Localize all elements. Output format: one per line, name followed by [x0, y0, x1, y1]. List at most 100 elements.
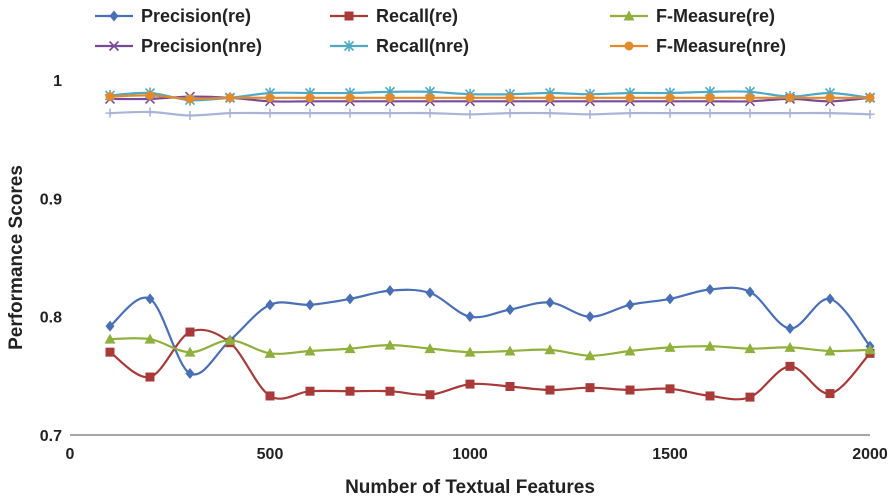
series-unlabeled: [105, 107, 875, 120]
data-point-marker: [185, 327, 195, 337]
data-point-marker: [465, 109, 475, 119]
data-point-marker: [584, 350, 596, 361]
data-point-marker: [745, 93, 755, 103]
data-point-marker: [264, 347, 276, 358]
data-point-marker: [745, 392, 755, 402]
data-point-marker: [704, 340, 716, 351]
data-point-marker: [505, 381, 515, 391]
series-line: [109, 94, 870, 101]
data-point-marker: [623, 10, 635, 21]
data-point-marker: [745, 108, 755, 118]
x-tick-label: 500: [257, 446, 284, 463]
data-point-marker: [464, 346, 476, 357]
data-point-marker: [665, 384, 675, 394]
data-point-marker: [225, 108, 235, 118]
data-point-marker: [545, 93, 555, 103]
x-tick-label: 0: [66, 446, 75, 463]
legend-label: Recall(nre): [376, 36, 469, 56]
data-point-marker: [425, 390, 435, 400]
data-point-marker: [665, 293, 675, 305]
data-point-marker: [624, 41, 634, 51]
data-point-marker: [864, 344, 876, 355]
data-point-marker: [824, 345, 836, 356]
data-point-marker: [265, 299, 275, 311]
data-point-marker: [425, 108, 435, 118]
series-line: [109, 110, 871, 117]
legend-item: Precision(nre): [95, 36, 262, 56]
data-point-marker: [625, 108, 635, 118]
data-point-marker: [865, 93, 875, 103]
data-point-marker: [185, 367, 195, 379]
y-axis-title: Performance Scores: [6, 165, 27, 350]
data-point-marker: [705, 93, 715, 103]
data-point-marker: [145, 90, 155, 100]
data-point-marker: [505, 93, 515, 103]
data-point-marker: [265, 108, 275, 118]
data-point-marker: [145, 372, 155, 382]
data-point-marker: [625, 385, 635, 395]
data-point-marker: [104, 333, 116, 344]
series-recall-re: [105, 327, 875, 402]
data-point-marker: [225, 93, 235, 103]
data-point-marker: [185, 111, 195, 120]
data-point-marker: [665, 93, 675, 103]
data-point-marker: [865, 109, 875, 119]
y-tick-label: 0.8: [40, 310, 62, 327]
series-line: [109, 337, 871, 357]
x-tick-label: 1500: [652, 446, 688, 463]
data-point-marker: [385, 285, 395, 297]
data-point-marker: [265, 93, 275, 103]
legend-item: Precision(re): [95, 6, 251, 26]
legend-item: F-Measure(re): [610, 6, 775, 26]
data-point-marker: [344, 343, 356, 354]
data-point-marker: [105, 92, 115, 102]
data-point-marker: [825, 389, 835, 399]
data-point-marker: [825, 293, 835, 305]
data-point-marker: [505, 304, 515, 316]
data-point-marker: [145, 293, 155, 305]
data-point-marker: [385, 93, 395, 103]
data-point-marker: [343, 40, 355, 52]
legend-label: Precision(re): [141, 6, 251, 26]
data-point-marker: [105, 108, 115, 118]
data-point-marker: [785, 361, 795, 371]
x-tick-label: 2000: [852, 446, 888, 463]
x-tick-label: 1000: [452, 446, 488, 463]
legend-label: F-Measure(nre): [656, 36, 786, 56]
data-point-marker: [705, 108, 715, 118]
data-point-marker: [744, 343, 756, 354]
data-point-marker: [305, 108, 315, 118]
data-point-marker: [185, 94, 195, 104]
legend-item: Recall(re): [330, 6, 458, 26]
data-point-marker: [465, 311, 475, 323]
data-point-marker: [344, 11, 354, 21]
data-point-marker: [345, 108, 355, 118]
data-point-marker: [265, 391, 275, 401]
data-point-marker: [345, 93, 355, 103]
data-point-marker: [825, 93, 835, 103]
data-point-marker: [465, 93, 475, 103]
data-point-marker: [624, 345, 636, 356]
data-point-marker: [105, 347, 115, 357]
x-tick-labels: 0 500 1000 1500 2000: [66, 446, 888, 463]
data-point-marker: [184, 346, 196, 357]
legend-label: Recall(re): [376, 6, 458, 26]
data-point-marker: [424, 343, 436, 354]
data-point-marker: [664, 341, 676, 352]
legend-item: Recall(nre): [330, 36, 469, 56]
data-point-marker: [385, 386, 395, 396]
series-recall-nre: [104, 86, 876, 106]
data-point-marker: [544, 344, 556, 355]
y-tick-label: 0.9: [40, 191, 62, 208]
series-line: [109, 286, 871, 376]
data-point-marker: [385, 108, 395, 118]
data-point-marker: [305, 93, 315, 103]
y-tick-label: 1: [53, 73, 62, 90]
legend: Precision(re) Recall(re) F-Measure(re) Prec…: [95, 6, 786, 56]
data-point-marker: [545, 108, 555, 118]
data-point-marker: [108, 40, 120, 52]
data-point-marker: [825, 108, 835, 118]
data-point-marker: [585, 93, 595, 103]
data-point-marker: [425, 93, 435, 103]
data-point-marker: [305, 386, 315, 396]
